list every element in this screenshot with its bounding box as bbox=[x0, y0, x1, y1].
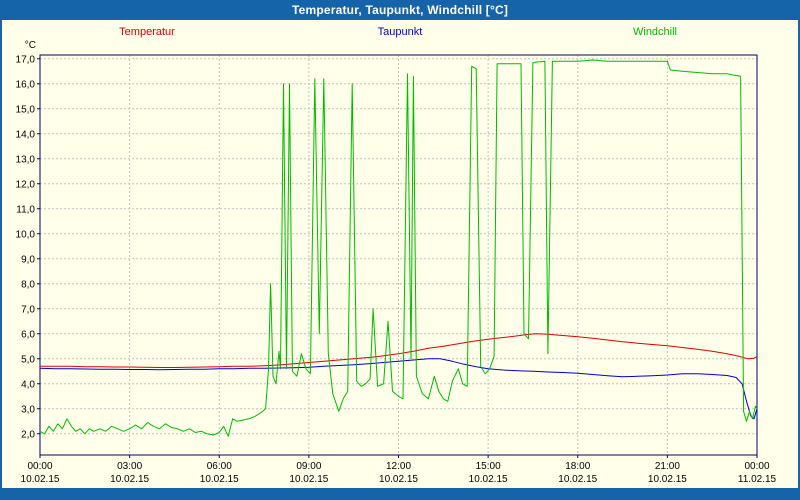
svg-text:11.02.15: 11.02.15 bbox=[738, 474, 777, 485]
svg-text:4,0: 4,0 bbox=[21, 379, 35, 390]
svg-text:2,0: 2,0 bbox=[21, 429, 35, 440]
svg-text:14,0: 14,0 bbox=[16, 129, 36, 140]
legend-temperatur: Temperatur bbox=[119, 26, 175, 38]
legend-taupunkt: Taupunkt bbox=[377, 26, 423, 38]
svg-text:10.02.15: 10.02.15 bbox=[379, 474, 418, 485]
svg-text:03:00: 03:00 bbox=[117, 461, 142, 472]
svg-text:13,0: 13,0 bbox=[16, 154, 36, 165]
window-title: Temperatur, Taupunkt, Windchill [°C] bbox=[291, 3, 509, 17]
svg-text:8,0: 8,0 bbox=[21, 279, 35, 290]
svg-text:10,0: 10,0 bbox=[16, 229, 36, 240]
left-border bbox=[0, 0, 2, 500]
svg-text:6,0: 6,0 bbox=[21, 329, 35, 340]
svg-text:12,0: 12,0 bbox=[16, 179, 36, 190]
right-border bbox=[798, 0, 800, 500]
svg-text:00:00: 00:00 bbox=[27, 461, 52, 472]
svg-text:21:00: 21:00 bbox=[655, 461, 680, 472]
svg-text:10.02.15: 10.02.15 bbox=[558, 474, 597, 485]
svg-text:17,0: 17,0 bbox=[16, 54, 36, 65]
svg-text:7,0: 7,0 bbox=[21, 304, 35, 315]
svg-text:10.02.15: 10.02.15 bbox=[21, 474, 60, 485]
bottom-bar bbox=[0, 488, 800, 500]
svg-text:16,0: 16,0 bbox=[16, 79, 36, 90]
svg-text:12:00: 12:00 bbox=[386, 461, 411, 472]
svg-text:09:00: 09:00 bbox=[296, 461, 321, 472]
svg-text:10.02.15: 10.02.15 bbox=[469, 474, 508, 485]
title-bar: Temperatur, Taupunkt, Windchill [°C] bbox=[0, 0, 800, 20]
svg-text:°C: °C bbox=[25, 40, 36, 51]
svg-text:10.02.15: 10.02.15 bbox=[289, 474, 328, 485]
svg-text:9,0: 9,0 bbox=[21, 254, 35, 265]
svg-text:06:00: 06:00 bbox=[207, 461, 232, 472]
svg-text:00:00: 00:00 bbox=[744, 461, 769, 472]
svg-text:3,0: 3,0 bbox=[21, 404, 35, 415]
svg-text:5,0: 5,0 bbox=[21, 354, 35, 365]
svg-text:10.02.15: 10.02.15 bbox=[110, 474, 149, 485]
svg-text:11,0: 11,0 bbox=[16, 204, 35, 215]
svg-text:10.02.15: 10.02.15 bbox=[200, 474, 239, 485]
svg-text:18:00: 18:00 bbox=[565, 461, 590, 472]
svg-text:15,0: 15,0 bbox=[16, 104, 36, 115]
legend-windchill: Windchill bbox=[632, 26, 678, 38]
svg-text:15:00: 15:00 bbox=[476, 461, 501, 472]
svg-text:10.02.15: 10.02.15 bbox=[648, 474, 687, 485]
